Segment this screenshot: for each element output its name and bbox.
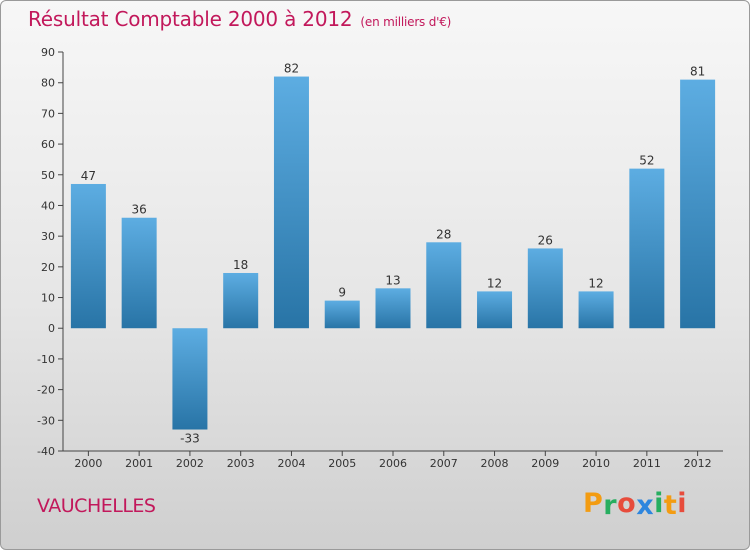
- x-tick-label: 2007: [430, 457, 458, 470]
- data-label: 12: [487, 276, 502, 290]
- bar: [223, 272, 259, 329]
- x-tick-label: 2011: [633, 457, 661, 470]
- x-tick-label: 2001: [125, 457, 153, 470]
- bar: [273, 76, 309, 329]
- x-tick-label: 2000: [74, 457, 102, 470]
- bar: [629, 168, 665, 329]
- data-label: 26: [538, 233, 553, 247]
- data-label: 12: [588, 276, 603, 290]
- y-tick-label: -10: [37, 353, 55, 366]
- x-tick-label: 2002: [176, 457, 204, 470]
- logo-letter: i: [677, 488, 688, 519]
- chart-title-text: Résultat Comptable 2000 à 2012: [28, 7, 353, 31]
- y-tick-label: -20: [37, 384, 55, 397]
- bar: [477, 291, 513, 329]
- data-label: 28: [436, 227, 451, 241]
- y-tick-label: -40: [37, 445, 55, 458]
- y-tick-label: 40: [41, 199, 55, 212]
- bar: [324, 300, 360, 329]
- data-label: 18: [233, 258, 248, 272]
- logo-letter: P: [583, 488, 604, 519]
- y-tick-label: 0: [48, 322, 55, 335]
- bar: [70, 183, 106, 329]
- logo-letter: o: [617, 488, 637, 519]
- y-tick-label: -30: [37, 414, 55, 427]
- data-label: 81: [690, 65, 705, 79]
- data-label: 47: [81, 169, 96, 183]
- data-label: 82: [284, 62, 299, 76]
- bar: [680, 79, 716, 329]
- data-label: -33: [180, 432, 200, 446]
- logo-letter: r: [603, 490, 618, 521]
- y-tick-label: 30: [41, 230, 55, 243]
- x-tick-label: 2009: [531, 457, 559, 470]
- bar: [121, 217, 157, 329]
- data-label: 52: [639, 154, 654, 168]
- bar: [172, 328, 208, 430]
- y-tick-label: 20: [41, 261, 55, 274]
- x-tick-label: 2006: [379, 457, 407, 470]
- y-tick-label: 10: [41, 292, 55, 305]
- data-label: 9: [338, 286, 346, 300]
- commune-name: VAUCHELLES: [37, 495, 156, 517]
- bar: [426, 242, 462, 329]
- x-tick-label: 2010: [582, 457, 610, 470]
- chart-title: Résultat Comptable 2000 à 2012 (en millie…: [28, 7, 451, 31]
- logo-letter: t: [663, 490, 678, 521]
- data-label: 13: [385, 273, 400, 287]
- y-tick-label: 90: [41, 46, 55, 59]
- y-tick-label: 70: [41, 107, 55, 120]
- x-tick-label: 2012: [684, 457, 712, 470]
- logo-letter: i: [654, 488, 664, 519]
- y-tick-label: 50: [41, 169, 55, 182]
- x-tick-label: 2003: [227, 457, 255, 470]
- bar: [375, 288, 411, 329]
- y-tick-label: 60: [41, 138, 55, 151]
- proxiti-logo[interactable]: Proxiti: [583, 488, 688, 521]
- x-tick-label: 2008: [481, 457, 509, 470]
- y-tick-label: 80: [41, 77, 55, 90]
- x-tick-label: 2005: [328, 457, 356, 470]
- bar: [578, 291, 614, 329]
- chart-subtitle: (en milliers d'€): [360, 15, 452, 29]
- chart-bars: 47 36 -33 18 82 9 13 28 12 26 12 52 81: [70, 62, 716, 446]
- x-tick-label: 2004: [277, 457, 305, 470]
- data-label: 36: [132, 203, 147, 217]
- bar: [527, 248, 563, 329]
- logo-letter: x: [636, 490, 655, 521]
